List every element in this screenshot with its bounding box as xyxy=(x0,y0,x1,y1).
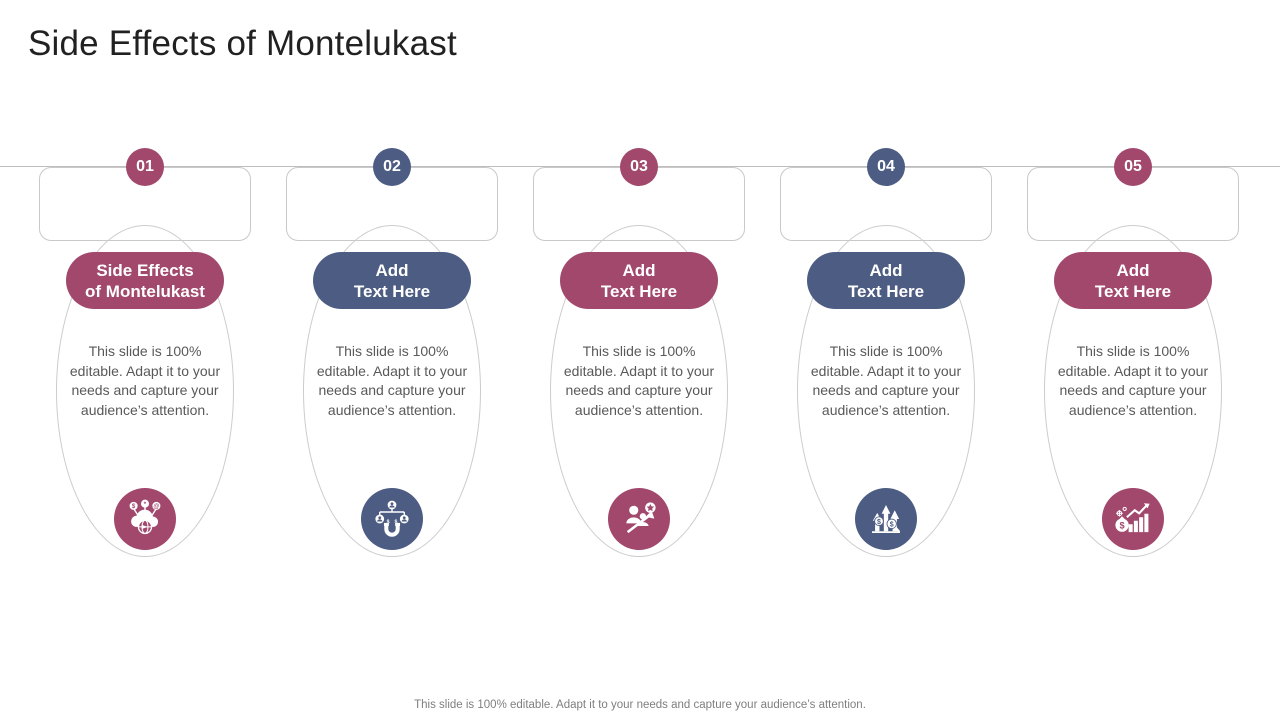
step-column-2: 02 Add Text Here This slide is 100% edit… xyxy=(286,148,498,558)
page-title: Side Effects of Montelukast xyxy=(28,24,457,63)
step-label-line2: Text Here xyxy=(847,281,925,301)
svg-text:*: * xyxy=(144,501,147,508)
svg-text:$: $ xyxy=(877,519,881,526)
step-number-badge: 01 xyxy=(126,148,164,186)
svg-text:$: $ xyxy=(1120,520,1125,530)
step-column-5: 05 Add Text Here This slide is 100% edit… xyxy=(1027,148,1239,558)
team-achievement-icon xyxy=(626,502,656,534)
capsule-outline xyxy=(303,225,481,557)
svg-text:@: @ xyxy=(153,503,159,510)
step-icon-circle: $ $ xyxy=(361,488,423,550)
step-body-text: This slide is 100% editable. Adapt it to… xyxy=(69,343,221,418)
step-label-pill: Add Text Here xyxy=(560,252,718,309)
svg-text:$: $ xyxy=(387,519,390,525)
step-icon-circle: $ xyxy=(1102,488,1164,550)
step-icon-circle: $ * @ xyxy=(114,488,176,550)
revenue-bar-chart-icon: $ xyxy=(1115,503,1150,533)
capsule-outline xyxy=(550,225,728,557)
svg-text:$: $ xyxy=(132,503,136,510)
step-label-pill: Add Text Here xyxy=(807,252,965,309)
step-label-line1: Add xyxy=(1116,260,1150,280)
step-number-badge: 03 xyxy=(620,148,658,186)
step-label-line2: Text Here xyxy=(1094,281,1172,301)
step-label-line1: Add xyxy=(375,260,409,280)
step-label-line2: of Montelukast xyxy=(85,281,205,301)
step-label-pill: Add Text Here xyxy=(313,252,471,309)
growth-arrows-search-icon: $ $ xyxy=(872,505,900,533)
step-body-text: This slide is 100% editable. Adapt it to… xyxy=(563,343,715,418)
step-label-pill: Side Effects of Montelukast xyxy=(66,252,224,309)
step-column-3: 03 Add Text Here This slide is 100% edit… xyxy=(533,148,745,558)
step-label-line1: Side Effects xyxy=(96,260,194,280)
org-chart-magnet-icon: $ $ xyxy=(375,500,409,537)
step-number-badge: 04 xyxy=(867,148,905,186)
footer-note: This slide is 100% editable. Adapt it to… xyxy=(414,699,866,711)
step-body-text: This slide is 100% editable. Adapt it to… xyxy=(1057,343,1209,418)
capsule-outline xyxy=(56,225,234,557)
step-label-line1: Add xyxy=(869,260,903,280)
step-number-badge: 02 xyxy=(373,148,411,186)
step-label-line2: Text Here xyxy=(600,281,678,301)
step-label-line2: Text Here xyxy=(353,281,431,301)
step-body-text: This slide is 100% editable. Adapt it to… xyxy=(316,343,468,418)
step-label-line1: Add xyxy=(622,260,656,280)
cloud-network-icon: $ * @ xyxy=(129,499,161,535)
step-number-badge: 05 xyxy=(1114,148,1152,186)
step-icon-circle xyxy=(608,488,670,550)
svg-text:$: $ xyxy=(394,519,397,525)
step-column-1: 01 Side Effects of Montelukast This slid… xyxy=(39,148,251,558)
step-body-text: This slide is 100% editable. Adapt it to… xyxy=(810,343,962,418)
capsule-outline xyxy=(1044,225,1222,557)
svg-text:$: $ xyxy=(890,521,894,528)
capsule-outline xyxy=(797,225,975,557)
step-label-pill: Add Text Here xyxy=(1054,252,1212,309)
step-column-4: 04 Add Text Here This slide is 100% edit… xyxy=(780,148,992,558)
step-icon-circle: $ $ xyxy=(855,488,917,550)
